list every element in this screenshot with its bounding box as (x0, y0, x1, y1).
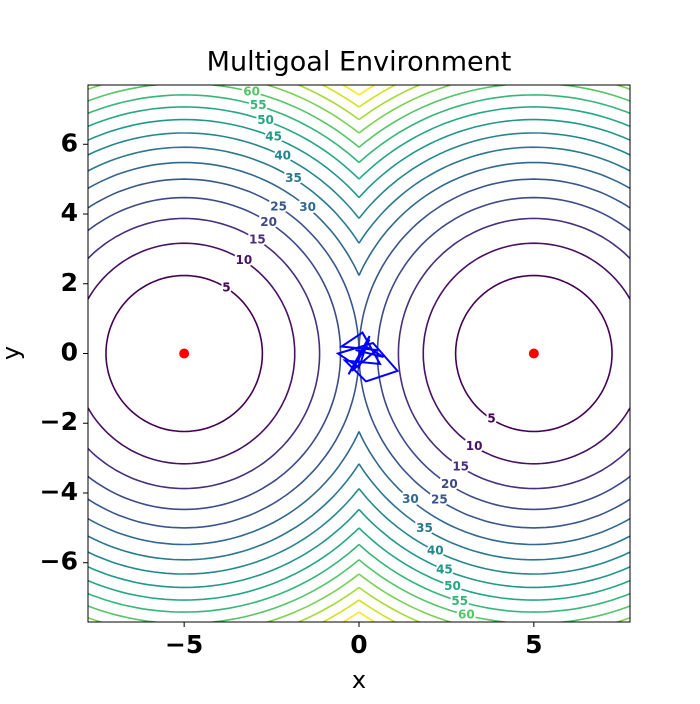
contour-label: 45 (265, 130, 282, 144)
contour-line (88, 132, 360, 575)
contour-line (105, 274, 264, 433)
contour-label: 25 (431, 493, 448, 507)
y-tick-label: 4 (61, 198, 78, 227)
contour-label: 20 (441, 477, 458, 491)
contour-line (88, 161, 360, 546)
contour-label: 50 (444, 579, 461, 593)
contour-line (376, 196, 630, 511)
contour-label: 5 (222, 280, 230, 294)
contour-label: 40 (427, 543, 444, 557)
chart-title: Multigoal Environment (207, 47, 512, 78)
contour-label: 25 (270, 199, 287, 213)
contour-label: 15 (249, 232, 266, 246)
contour-label: 60 (243, 84, 260, 98)
x-tick-label: −5 (165, 630, 203, 659)
contour-line (358, 161, 630, 546)
contour-line (358, 132, 630, 575)
contour-line (88, 118, 360, 589)
contour-label: 10 (236, 253, 253, 267)
contour-line (422, 242, 630, 465)
x-axis-label: x (352, 666, 366, 694)
y-tick-label: 2 (61, 268, 78, 297)
y-tick-label: 0 (61, 338, 78, 367)
contour-line (358, 94, 630, 613)
x-tick-label: 5 (525, 630, 542, 659)
contour-label: 60 (458, 608, 475, 622)
contour-label: 55 (250, 98, 267, 112)
contour-label: 10 (466, 439, 483, 453)
contour-line (88, 242, 296, 465)
goal-point (528, 348, 539, 359)
x-tick-label: 0 (350, 630, 367, 659)
plot-area: 5510101515202025253030353540404545505055… (88, 84, 630, 669)
y-tick-label: −2 (40, 407, 78, 436)
contour-line (88, 94, 360, 613)
contour-line (88, 178, 360, 529)
contour-label: 30 (299, 200, 316, 214)
contour-line (358, 178, 630, 529)
contour-line (88, 146, 360, 561)
y-tick-label: −4 (40, 477, 78, 506)
contour-label: 30 (402, 492, 419, 506)
contour-line (88, 106, 360, 601)
contour-line (88, 196, 342, 511)
contour-label: 5 (487, 412, 495, 426)
contour-line (358, 118, 630, 589)
contour-label: 70 (470, 632, 487, 646)
contour-line (454, 274, 613, 433)
contour-label: 35 (416, 521, 433, 535)
goal-point (179, 348, 190, 359)
contour-label: 65 (464, 620, 481, 634)
trajectory (335, 331, 400, 383)
contour-line (397, 217, 630, 490)
contour-label: 75 (476, 644, 493, 658)
contour-label: 50 (257, 113, 274, 127)
y-axis-label: y (0, 346, 25, 360)
y-tick-label: −6 (40, 547, 78, 576)
contour-label: 15 (452, 460, 469, 474)
contour-line (358, 146, 630, 561)
contour-label: 35 (285, 171, 302, 185)
y-tick-label: 6 (61, 128, 78, 157)
contour-label: 20 (260, 215, 277, 229)
contour-line (358, 106, 630, 601)
contour-label: 80 (481, 655, 498, 669)
contour-label: 40 (274, 149, 291, 163)
contour-label: 55 (451, 594, 468, 608)
contour-label: 45 (436, 562, 453, 576)
contour-line (88, 217, 321, 490)
